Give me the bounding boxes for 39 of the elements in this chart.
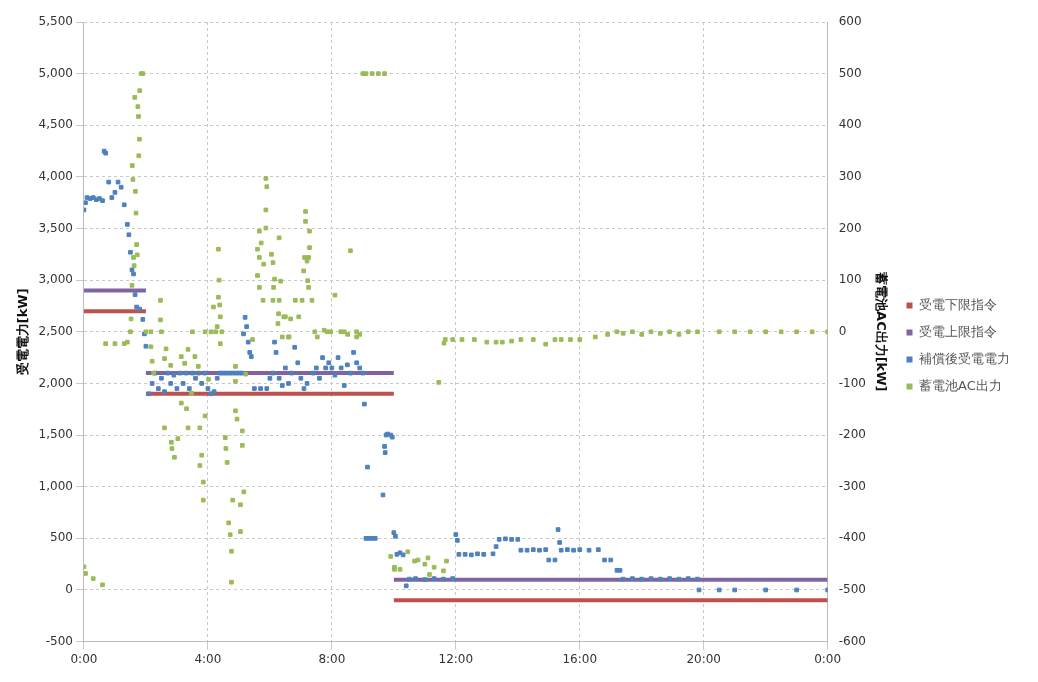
y2-tick-label: -200: [838, 427, 866, 442]
y2-tick-label: 400: [838, 117, 862, 132]
y-tick-label: 5,000: [38, 65, 73, 80]
legend-label: 補償後受電電力: [919, 350, 1010, 366]
legend-label: 受電下限指令: [919, 296, 997, 312]
y-tick-label: 3,000: [38, 272, 73, 287]
y-tick-label: -500: [45, 633, 73, 648]
y-tick-label: 4,000: [38, 169, 73, 184]
y-tick-label: 4,500: [38, 117, 73, 132]
y-axis-title: 受電電力[kW]: [15, 288, 31, 377]
y-tick-label: 1,000: [38, 478, 73, 493]
y-tick-label: 2,000: [38, 375, 73, 390]
y2-tick-label: 100: [838, 272, 862, 287]
x-tick-label: 12:00: [438, 651, 474, 666]
y-tick-label: 1,500: [38, 427, 73, 442]
x-tick-label: 16:00: [562, 651, 598, 666]
x-tick-label: 0:00: [70, 651, 98, 666]
y2-axis-title: 蓄電池AC出力[kW]: [874, 271, 890, 392]
y2-tick-label: -300: [838, 478, 866, 493]
y2-tick-label: -100: [838, 375, 866, 390]
x-tick-label: 8:00: [318, 651, 346, 666]
x-tick-label: 20:00: [686, 651, 722, 666]
y2-tick-label: -400: [838, 530, 866, 545]
y2-tick-label: -500: [838, 582, 866, 597]
legend-label: 蓄電池AC出力: [919, 377, 1002, 393]
y-tick-label: 0: [65, 582, 73, 597]
y-tick-label: 500: [50, 530, 73, 545]
y2-tick-label: 600: [838, 14, 862, 29]
y2-tick-label: -600: [838, 633, 866, 648]
x-tick-label: 0:00: [814, 651, 842, 666]
y2-tick-label: 0: [838, 323, 847, 338]
y-tick-label: 3,500: [38, 220, 73, 235]
x-tick-label: 4:00: [194, 651, 222, 666]
y-tick-label: 5,500: [38, 14, 73, 29]
y2-tick-label: 300: [838, 169, 862, 184]
y-tick-label: 2,500: [38, 323, 73, 338]
y2-tick-label: 500: [838, 65, 862, 80]
legend-label: 受電上限指令: [919, 323, 997, 339]
y2-tick-label: 200: [838, 220, 862, 235]
